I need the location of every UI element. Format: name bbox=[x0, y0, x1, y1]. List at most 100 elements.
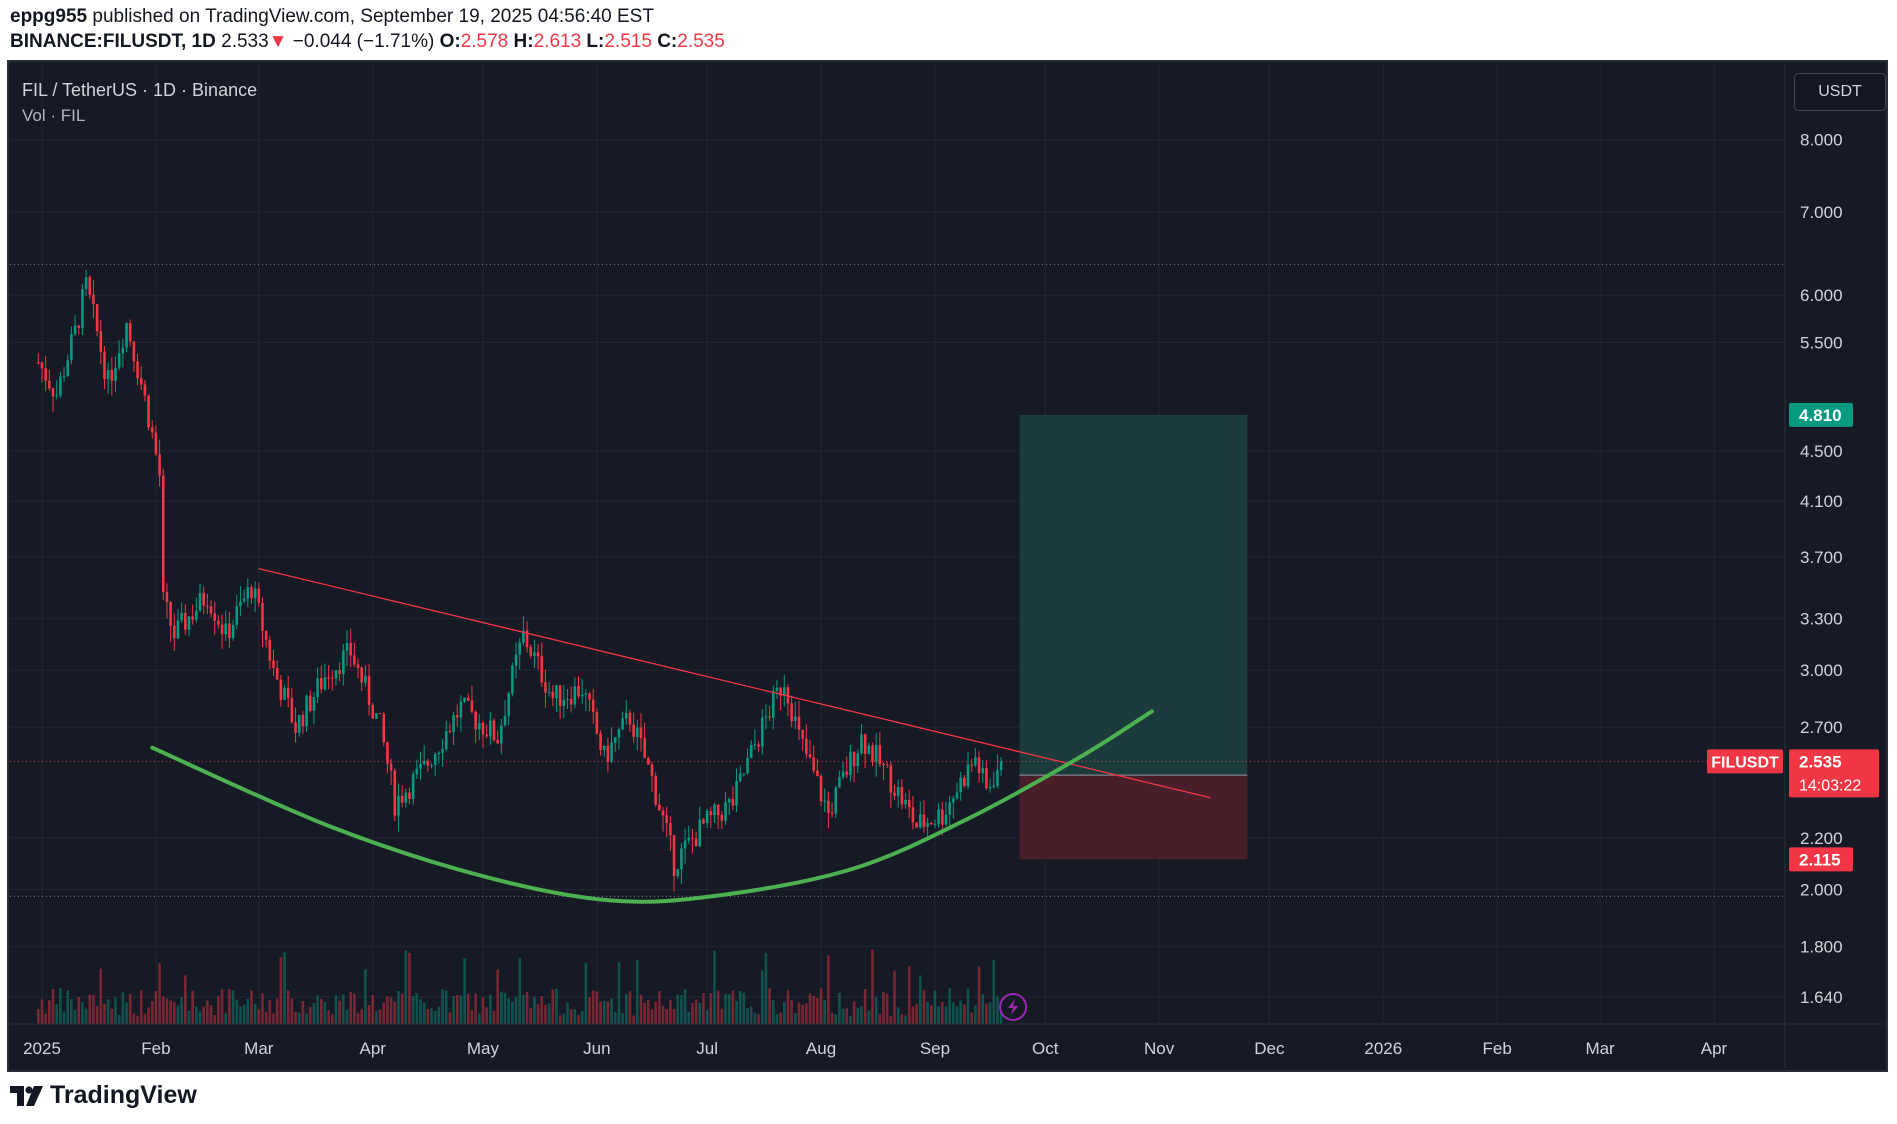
candle-body bbox=[658, 804, 661, 811]
volume-legend[interactable]: Vol · FIL bbox=[22, 106, 86, 125]
candle-body bbox=[676, 869, 680, 877]
volume-bar bbox=[610, 998, 613, 1024]
candle-body bbox=[426, 761, 430, 766]
volume-bar bbox=[694, 999, 698, 1024]
volume-bar bbox=[981, 994, 985, 1024]
volume-bar bbox=[966, 988, 970, 1024]
volume-bar bbox=[849, 1015, 852, 1024]
candle-body bbox=[272, 660, 275, 668]
volume-bar bbox=[430, 1008, 433, 1024]
target-price-tag bbox=[1789, 402, 1853, 427]
candle-body bbox=[92, 294, 95, 305]
high-value: 2.613 bbox=[533, 31, 582, 52]
volume-bar bbox=[742, 992, 746, 1024]
volume-bar bbox=[110, 1008, 114, 1024]
volume-bar bbox=[805, 1003, 808, 1024]
candle-body bbox=[514, 654, 518, 666]
volume-bar bbox=[639, 994, 643, 1024]
price-axis-label: 1.800 bbox=[1800, 938, 1843, 957]
bar-countdown: 14:03:22 bbox=[1799, 777, 1861, 794]
chart-legend-title[interactable]: FIL / TetherUS · 1D · Binance bbox=[22, 80, 258, 100]
volume-bar bbox=[92, 995, 95, 1024]
volume-bar bbox=[404, 950, 408, 1024]
candle-body bbox=[654, 776, 657, 805]
candle-body bbox=[918, 814, 922, 828]
candle-body bbox=[643, 738, 646, 758]
candle-body bbox=[99, 331, 103, 352]
volume-bar bbox=[455, 994, 459, 1024]
candle-body bbox=[308, 695, 312, 711]
publish-info: eppg955 published on TradingView.com, Se… bbox=[10, 6, 654, 28]
volume-bar bbox=[544, 1004, 547, 1024]
volume-bar bbox=[323, 1002, 327, 1024]
candle-body bbox=[444, 731, 448, 749]
candle-body bbox=[367, 675, 371, 706]
candle-body bbox=[944, 814, 948, 825]
candle-body bbox=[294, 722, 297, 733]
volume-bar bbox=[669, 999, 672, 1024]
volume-bar bbox=[481, 997, 485, 1024]
volume-bar bbox=[687, 1011, 691, 1024]
descending-trendline bbox=[258, 567, 1211, 799]
candle-body bbox=[305, 695, 308, 727]
chart-area[interactable] bbox=[7, 60, 1888, 1072]
volume-bar bbox=[944, 1006, 948, 1024]
volume-bar bbox=[231, 990, 235, 1024]
candle-body bbox=[698, 819, 702, 847]
volume-bar bbox=[948, 988, 951, 1024]
candle-body bbox=[617, 729, 621, 738]
volume-bar bbox=[397, 990, 400, 1024]
candle-body bbox=[441, 748, 444, 753]
volume-bar bbox=[345, 1009, 349, 1024]
publisher-name[interactable]: eppg955 bbox=[10, 6, 88, 27]
candle-body bbox=[786, 687, 790, 704]
volume-bar bbox=[62, 1011, 66, 1024]
candle-body bbox=[926, 822, 929, 827]
candle-body bbox=[540, 656, 544, 683]
volume-bar bbox=[217, 995, 220, 1024]
last-value: 2.533 bbox=[221, 31, 269, 52]
candle-body bbox=[624, 712, 628, 719]
symbol-tag-label: FILUSDT bbox=[1711, 754, 1779, 771]
candle-body bbox=[757, 744, 760, 747]
volume-bar bbox=[268, 1000, 272, 1024]
volume-bar bbox=[918, 975, 922, 1024]
volume-bar bbox=[422, 1002, 426, 1024]
volume-bar bbox=[955, 1006, 959, 1024]
volume-bar bbox=[308, 1006, 312, 1024]
price-axis-label: 3.300 bbox=[1800, 610, 1843, 629]
volume-bar bbox=[272, 1013, 275, 1024]
volume-bar bbox=[856, 1007, 860, 1024]
candle-body bbox=[562, 700, 566, 706]
currency-button[interactable]: USDT bbox=[1794, 73, 1886, 111]
volume-bar bbox=[235, 999, 239, 1024]
volume-bar bbox=[900, 1014, 904, 1024]
volume-bar bbox=[929, 1005, 933, 1024]
candle-body bbox=[136, 361, 139, 379]
volume-bar bbox=[617, 962, 621, 1024]
candle-body bbox=[279, 679, 283, 700]
candle-body bbox=[231, 625, 235, 639]
change-value: −0.044 (−1.71%) bbox=[292, 31, 435, 52]
volume-bar bbox=[408, 952, 411, 1024]
candle-body bbox=[198, 592, 202, 611]
volume-bar bbox=[95, 1005, 99, 1024]
volume-bar bbox=[915, 1003, 918, 1024]
candle-body bbox=[158, 454, 161, 476]
drawings bbox=[150, 567, 1211, 1021]
candle-body bbox=[84, 277, 88, 290]
volume-bar bbox=[312, 1003, 316, 1024]
volume-bar bbox=[709, 993, 713, 1024]
candle-body bbox=[522, 630, 525, 643]
candle-body bbox=[128, 323, 132, 342]
candle-body bbox=[893, 792, 896, 796]
volume-bar bbox=[202, 1006, 205, 1024]
candle-body bbox=[132, 341, 136, 362]
candle-body bbox=[371, 705, 375, 719]
volume-bar bbox=[786, 989, 790, 1024]
volume-bar bbox=[40, 999, 44, 1024]
candle-body bbox=[632, 724, 635, 738]
volume-bar bbox=[161, 996, 165, 1024]
open-value: 2.578 bbox=[460, 31, 509, 52]
